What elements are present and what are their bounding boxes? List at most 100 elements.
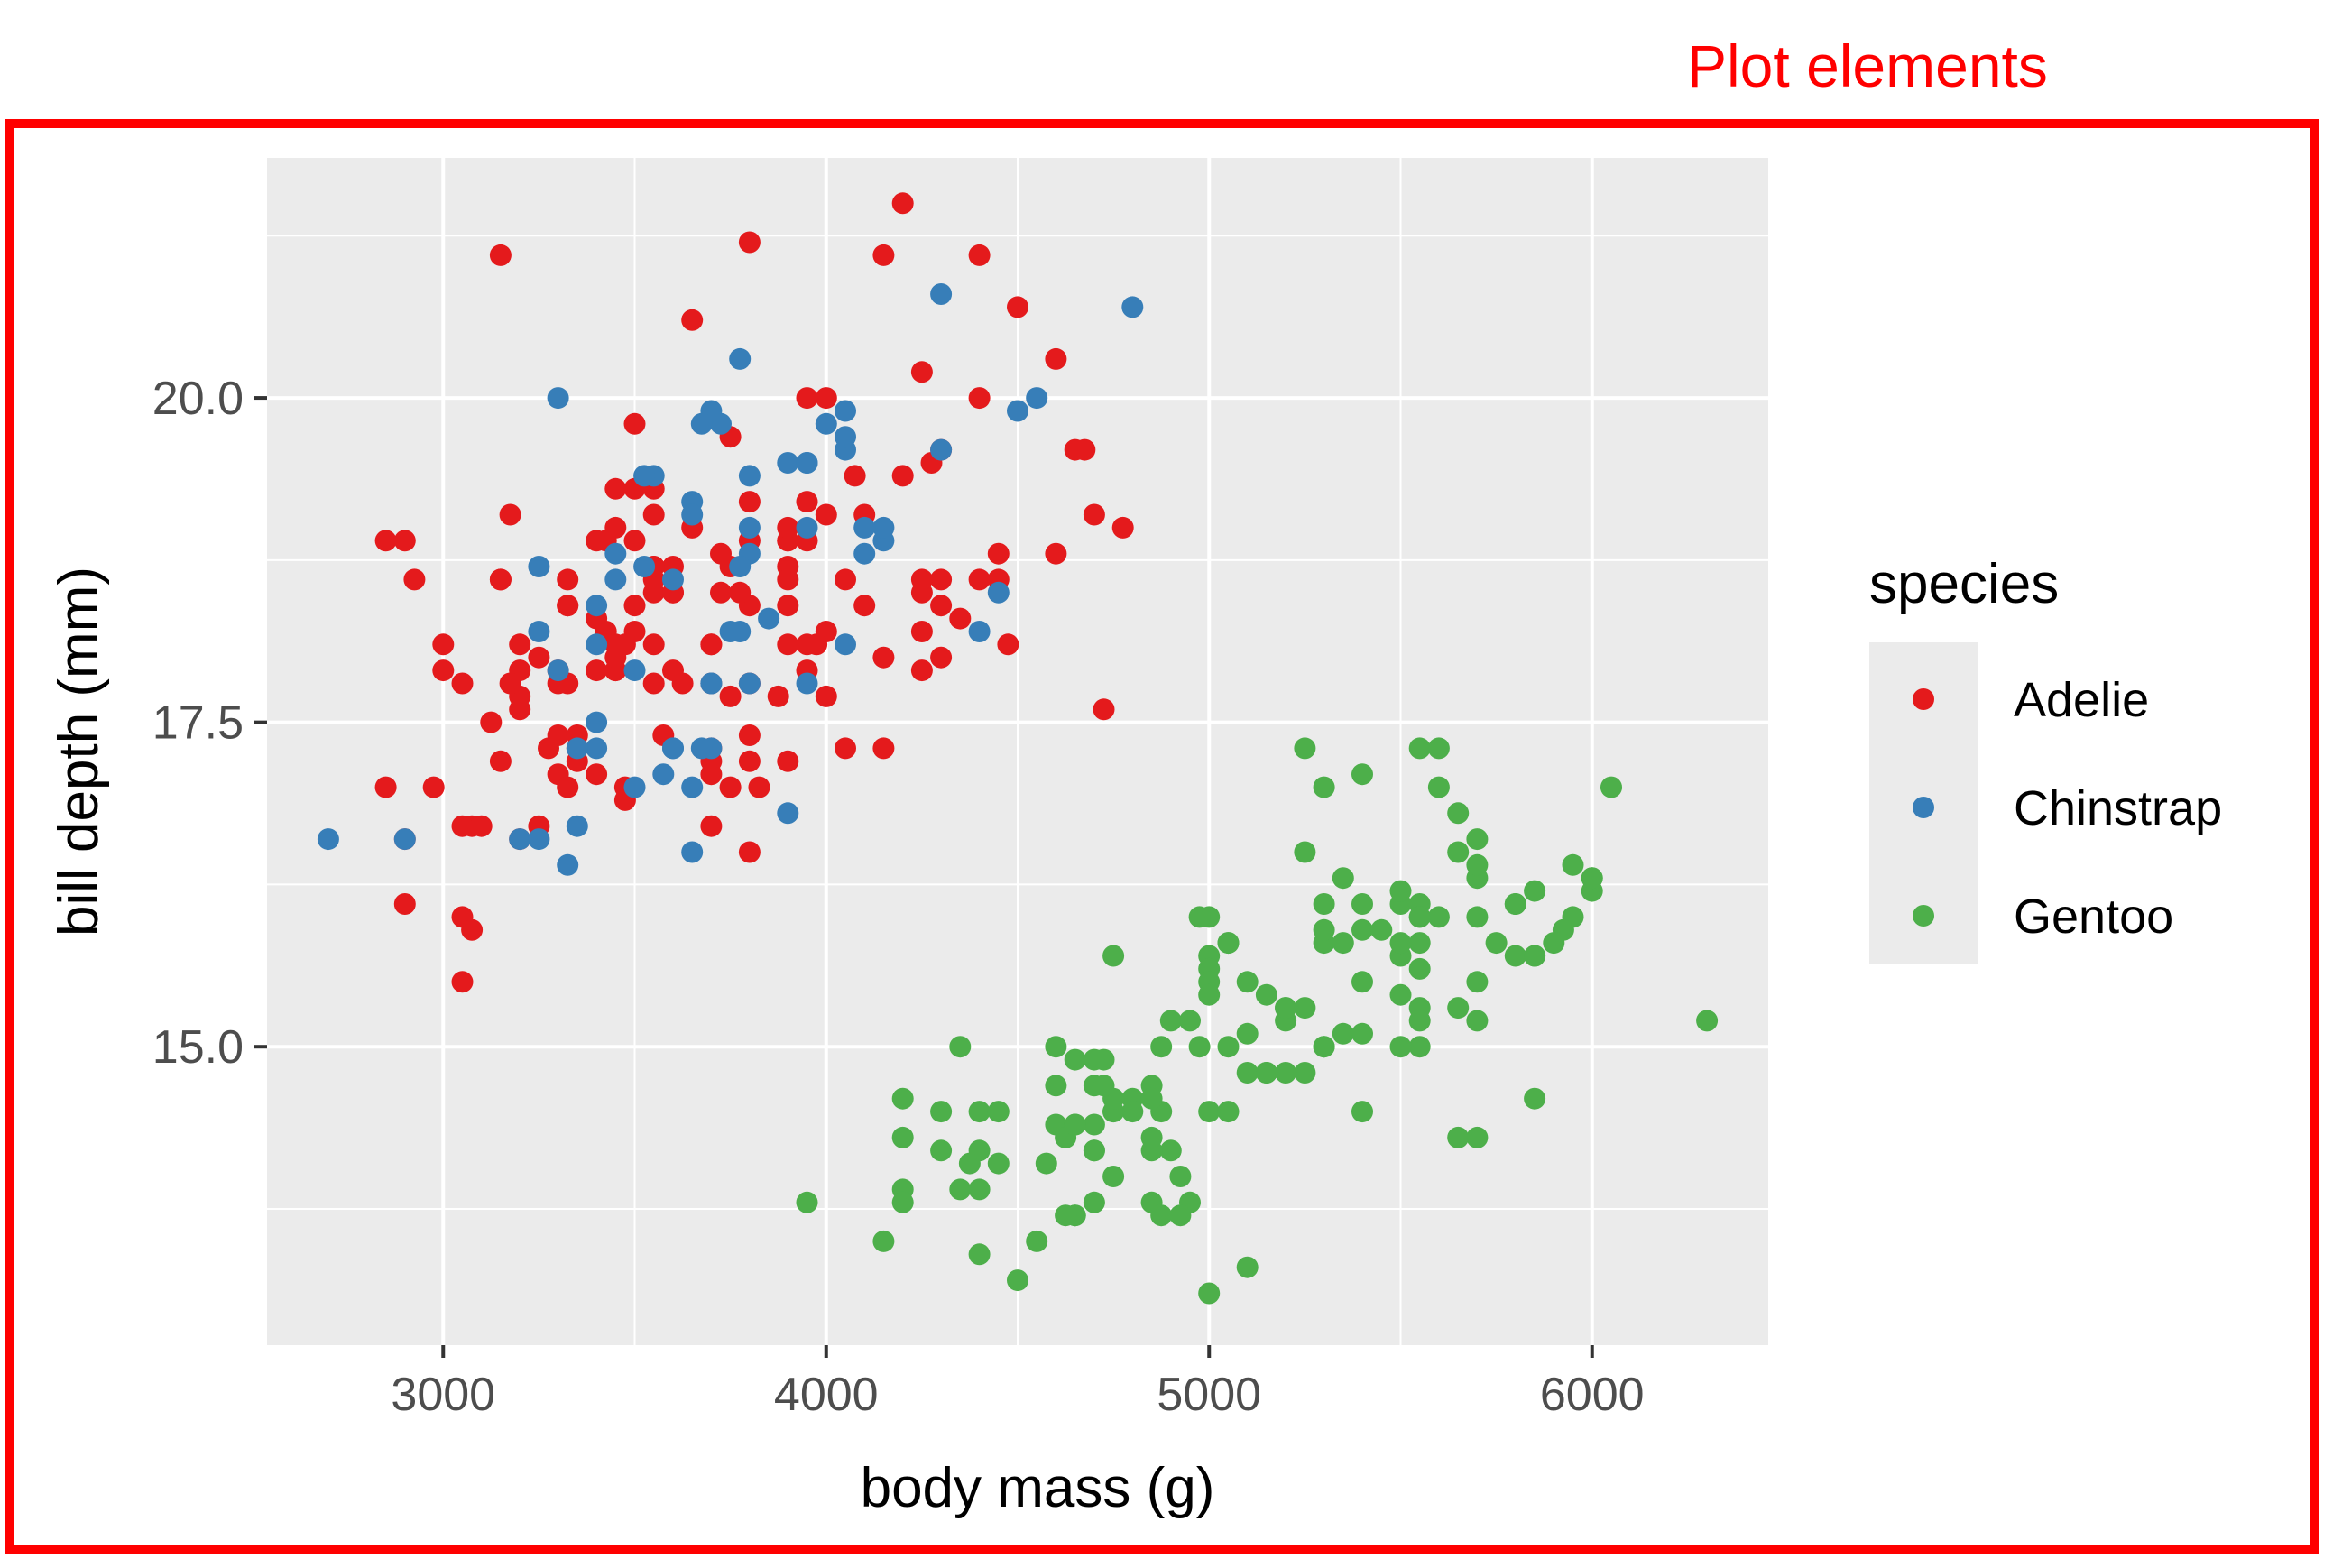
data-point bbox=[1198, 1101, 1221, 1123]
data-point bbox=[528, 646, 550, 669]
annotation-label: Plot elements bbox=[1687, 32, 2048, 99]
data-point bbox=[968, 1101, 991, 1123]
data-point bbox=[1064, 1048, 1086, 1071]
data-point bbox=[729, 581, 752, 604]
data-point bbox=[710, 542, 732, 565]
data-point bbox=[499, 672, 521, 695]
data-point bbox=[403, 568, 426, 591]
data-point bbox=[1600, 776, 1622, 798]
data-point bbox=[1466, 853, 1489, 876]
data-point bbox=[604, 568, 627, 591]
data-point bbox=[853, 542, 876, 565]
data-point bbox=[1351, 1022, 1373, 1045]
data-point bbox=[623, 530, 646, 552]
data-point bbox=[806, 633, 828, 656]
data-point bbox=[1007, 296, 1028, 318]
data-point bbox=[1351, 893, 1373, 915]
data-point bbox=[393, 893, 416, 915]
data-point bbox=[729, 621, 752, 642]
data-point bbox=[499, 503, 521, 526]
data-point bbox=[681, 309, 704, 331]
legend-label-adelie: Adelie bbox=[2014, 673, 2149, 727]
data-point bbox=[710, 581, 732, 604]
data-point bbox=[1408, 957, 1431, 980]
data-point bbox=[891, 1087, 914, 1110]
data-point bbox=[623, 412, 646, 435]
data-point bbox=[1169, 1166, 1192, 1187]
data-point bbox=[949, 1036, 972, 1058]
legend: species Adelie Chinstrap Gentoo bbox=[1869, 553, 2222, 964]
series-gentoo bbox=[796, 737, 1719, 1305]
series-chinstrap bbox=[317, 283, 1144, 876]
data-point bbox=[1007, 400, 1028, 422]
data-point bbox=[958, 1152, 981, 1175]
data-point bbox=[642, 633, 665, 656]
data-point bbox=[796, 387, 818, 410]
major-gridlines bbox=[267, 158, 1768, 1345]
y-axis-ticks: 15.0 17.5 20.0 bbox=[152, 373, 267, 1074]
data-point bbox=[1351, 971, 1373, 993]
data-point bbox=[1083, 1113, 1105, 1136]
data-point bbox=[910, 568, 933, 591]
data-point bbox=[1150, 1204, 1173, 1227]
data-point bbox=[891, 465, 914, 487]
data-point bbox=[968, 1178, 991, 1201]
data-point bbox=[968, 244, 991, 266]
data-point bbox=[729, 347, 752, 370]
data-point bbox=[1294, 841, 1316, 863]
data-point bbox=[968, 568, 991, 591]
data-point bbox=[1083, 1191, 1105, 1213]
data-point bbox=[557, 776, 579, 798]
data-point bbox=[623, 595, 646, 617]
data-point bbox=[1045, 1036, 1067, 1058]
data-point bbox=[872, 516, 895, 539]
data-point bbox=[1159, 1139, 1182, 1162]
data-point bbox=[451, 672, 474, 695]
data-point bbox=[1485, 932, 1508, 955]
data-point bbox=[729, 556, 752, 577]
data-point bbox=[586, 659, 608, 682]
data-point bbox=[853, 516, 876, 539]
data-point bbox=[700, 763, 723, 786]
data-point bbox=[777, 568, 799, 591]
data-point bbox=[557, 853, 579, 876]
data-point bbox=[1543, 932, 1565, 955]
data-point bbox=[987, 1101, 1010, 1123]
data-point bbox=[1083, 1139, 1105, 1162]
data-point bbox=[547, 387, 569, 410]
data-point bbox=[1111, 516, 1134, 539]
data-point bbox=[1332, 932, 1354, 955]
data-point bbox=[1389, 983, 1412, 1006]
data-point bbox=[1275, 1062, 1297, 1084]
data-point bbox=[930, 1101, 953, 1123]
data-point bbox=[1408, 1010, 1431, 1032]
data-point bbox=[681, 841, 704, 863]
data-point bbox=[1045, 347, 1067, 370]
data-point bbox=[719, 685, 742, 707]
data-point bbox=[1562, 853, 1584, 876]
data-point bbox=[1524, 945, 1546, 967]
data-point bbox=[1236, 1062, 1259, 1084]
data-point bbox=[422, 776, 445, 798]
data-point bbox=[758, 607, 780, 630]
data-point bbox=[1217, 932, 1240, 955]
data-point bbox=[1447, 1126, 1470, 1148]
data-point bbox=[1026, 387, 1048, 410]
data-point bbox=[738, 841, 761, 863]
data-point bbox=[777, 750, 799, 772]
data-point bbox=[1466, 828, 1489, 851]
data-point bbox=[1026, 1230, 1048, 1252]
data-point bbox=[1275, 997, 1297, 1019]
data-point bbox=[1466, 906, 1489, 928]
data-points bbox=[317, 192, 1719, 1305]
data-point bbox=[1581, 867, 1603, 890]
data-point bbox=[1313, 1036, 1335, 1058]
data-point bbox=[1188, 1036, 1211, 1058]
data-point bbox=[1217, 1101, 1240, 1123]
data-point bbox=[489, 244, 512, 266]
data-point bbox=[1198, 1282, 1221, 1305]
data-point bbox=[700, 672, 723, 695]
legend-key-chinstrap bbox=[1913, 797, 1934, 818]
data-point bbox=[1332, 1022, 1354, 1045]
data-point bbox=[738, 750, 761, 772]
